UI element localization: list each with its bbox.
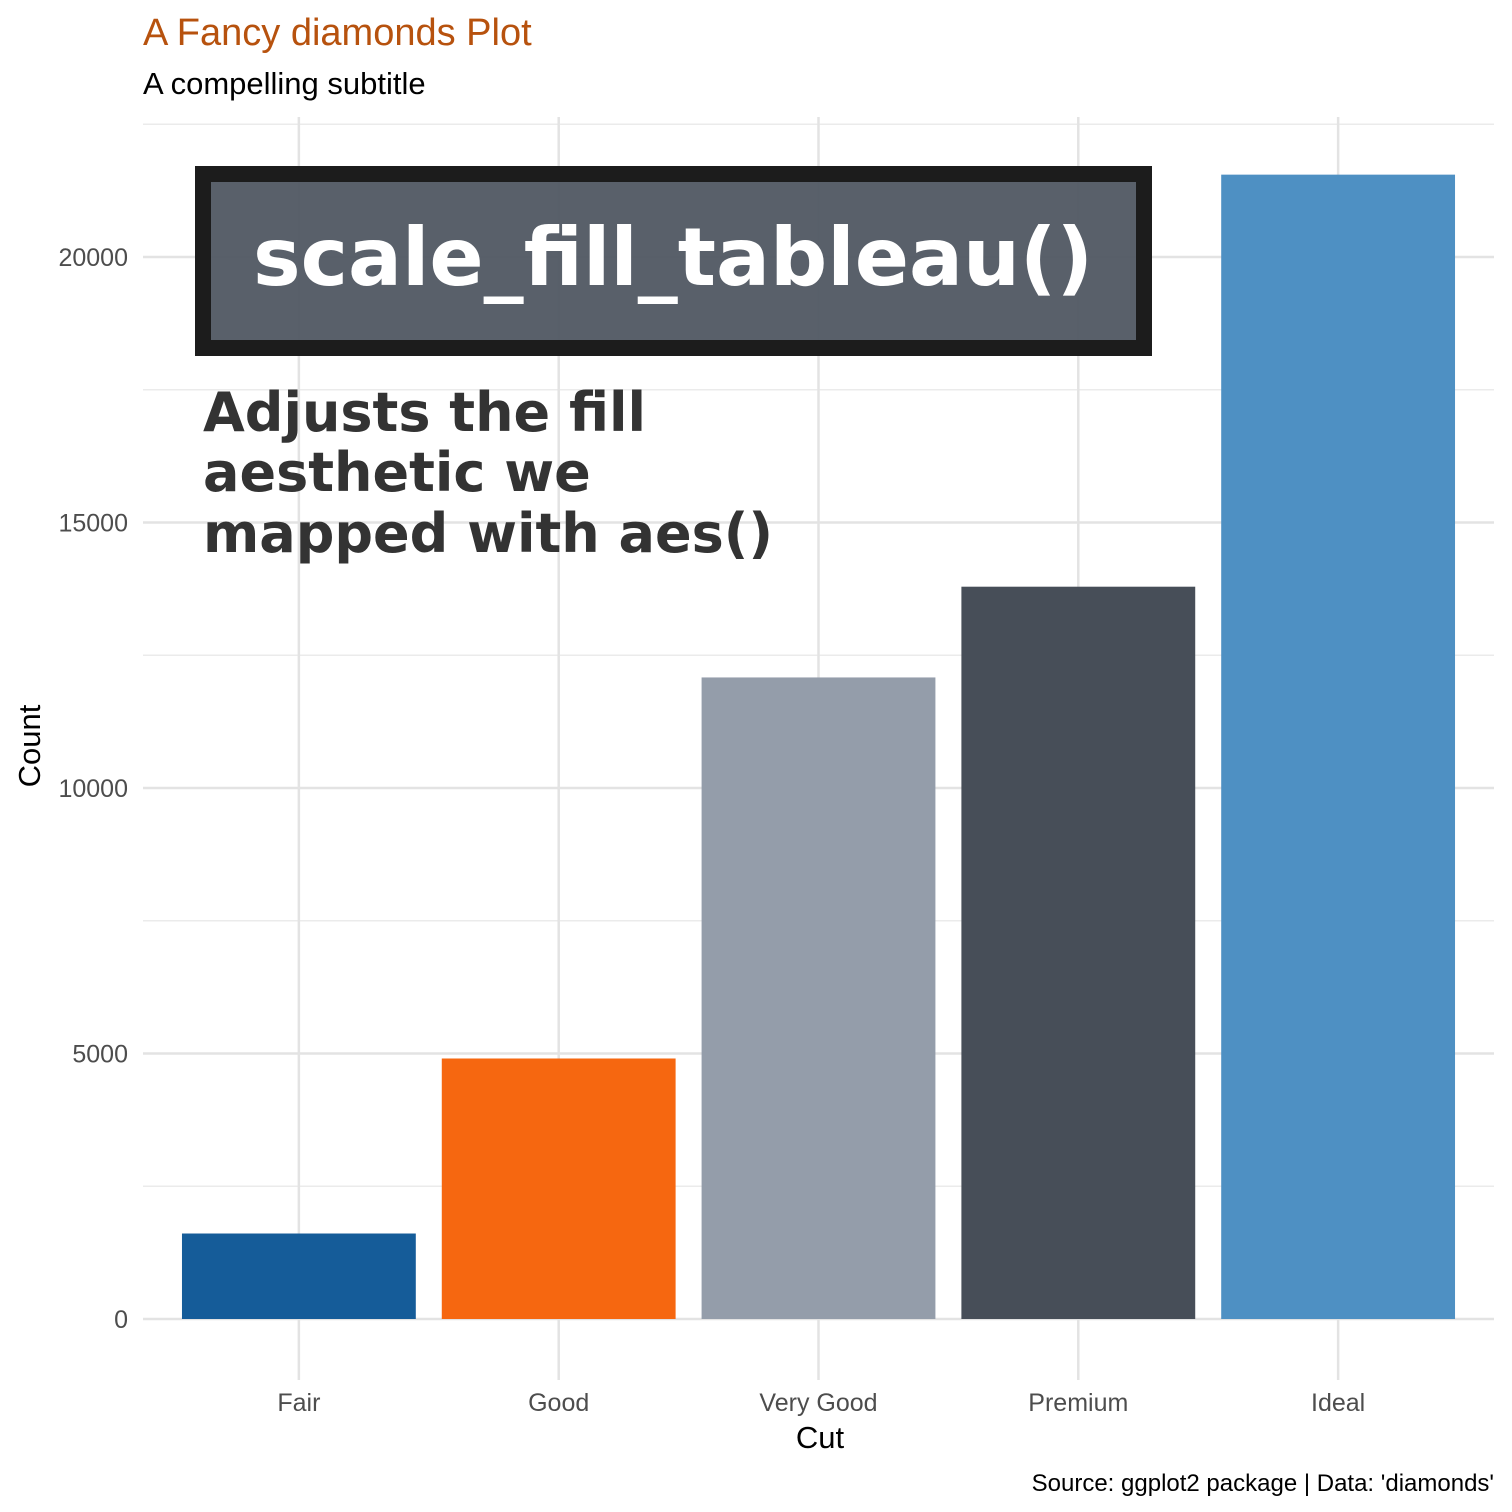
note-line-1: Adjusts the fill: [203, 381, 646, 444]
banner-text: scale_fill_tableau(): [253, 211, 1093, 304]
bars: [181, 174, 1456, 1320]
chart-title: A Fancy diamonds Plot: [143, 12, 532, 54]
x-tick-label: Fair: [277, 1389, 320, 1417]
y-tick-label: 5000: [72, 1041, 128, 1069]
y-tick-label: 0: [114, 1306, 128, 1334]
bar-ideal: [1221, 174, 1456, 1320]
x-tick-label: Premium: [1028, 1389, 1128, 1417]
x-tick-label: Ideal: [1311, 1389, 1365, 1417]
y-tick-label: 20000: [58, 244, 128, 272]
bar-good: [441, 1058, 676, 1319]
chart-caption: Source: ggplot2 package | Data: 'diamond…: [1032, 1470, 1494, 1497]
x-axis-title: Cut: [796, 1420, 845, 1455]
x-tick-label: Good: [528, 1389, 589, 1417]
chart-subtitle: A compelling subtitle: [143, 66, 426, 101]
y-tick-label: 15000: [58, 510, 128, 538]
bar-premium: [961, 586, 1196, 1319]
note-annotation: Adjusts the fill aesthetic we mapped wit…: [203, 381, 773, 565]
banner-box: [195, 166, 1152, 356]
banner-annotation: scale_fill_tableau(): [195, 166, 1152, 356]
y-tick-label: 10000: [58, 775, 128, 803]
y-axis-ticks: 0 5000 10000 15000 20000: [58, 244, 128, 1334]
x-axis-ticks: Fair Good Very Good Premium Ideal: [277, 1389, 1365, 1417]
note-line-3: mapped with aes(): [203, 502, 773, 565]
x-tick-label: Very Good: [759, 1389, 877, 1417]
bar-very-good: [701, 677, 936, 1319]
bar-fair: [181, 1233, 416, 1319]
y-axis-title: Count: [12, 704, 47, 787]
note-line-2: aesthetic we: [203, 441, 591, 504]
